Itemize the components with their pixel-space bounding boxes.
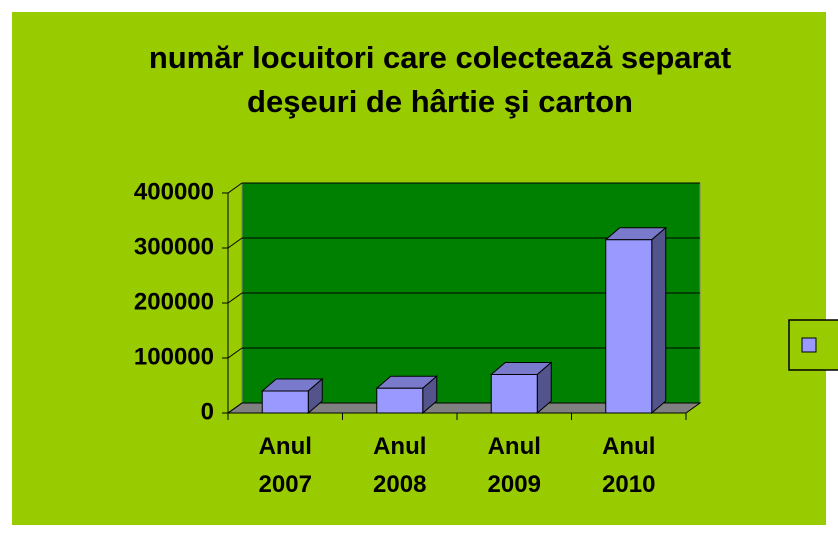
x-tick-label-box: Anul 2008 <box>373 433 427 498</box>
x-tick-label-box: Anul 2010 <box>602 433 656 498</box>
x-tick-label-box: Anul 2007 <box>258 433 312 498</box>
x-tick-label: Anul 2008 <box>373 433 427 498</box>
x-tick-label-box: Anul 2009 <box>487 433 541 498</box>
chart-title: număr locuitori care colectează separat … <box>148 40 732 119</box>
y-tick-label: 0 <box>201 398 214 425</box>
side-grid-line <box>227 292 243 304</box>
bar <box>260 377 324 415</box>
bar <box>604 226 668 415</box>
side-grid-line <box>227 402 243 414</box>
bar-side <box>651 226 667 415</box>
bar-front <box>376 387 424 414</box>
x-tick-label: Anul 2010 <box>602 433 656 498</box>
x-tick-label: Anul 2009 <box>487 433 541 498</box>
title-box: număr locuitori care colectează separat … <box>148 40 732 119</box>
bar <box>489 361 553 415</box>
bar-front <box>261 390 309 414</box>
bar <box>375 375 439 415</box>
side-grid-line <box>227 237 243 249</box>
side-grid-line <box>227 347 243 359</box>
y-tick-label: 200000 <box>134 288 214 315</box>
y-tick-label: 400000 <box>134 178 214 205</box>
x-tick-label: Anul 2007 <box>258 433 312 498</box>
bar-front <box>490 374 538 414</box>
y-tick-label: 300000 <box>134 233 214 260</box>
legend-swatch <box>801 337 817 353</box>
y-tick-label: 100000 <box>134 343 214 370</box>
bar-front <box>605 239 653 414</box>
side-grid-line <box>227 182 243 194</box>
